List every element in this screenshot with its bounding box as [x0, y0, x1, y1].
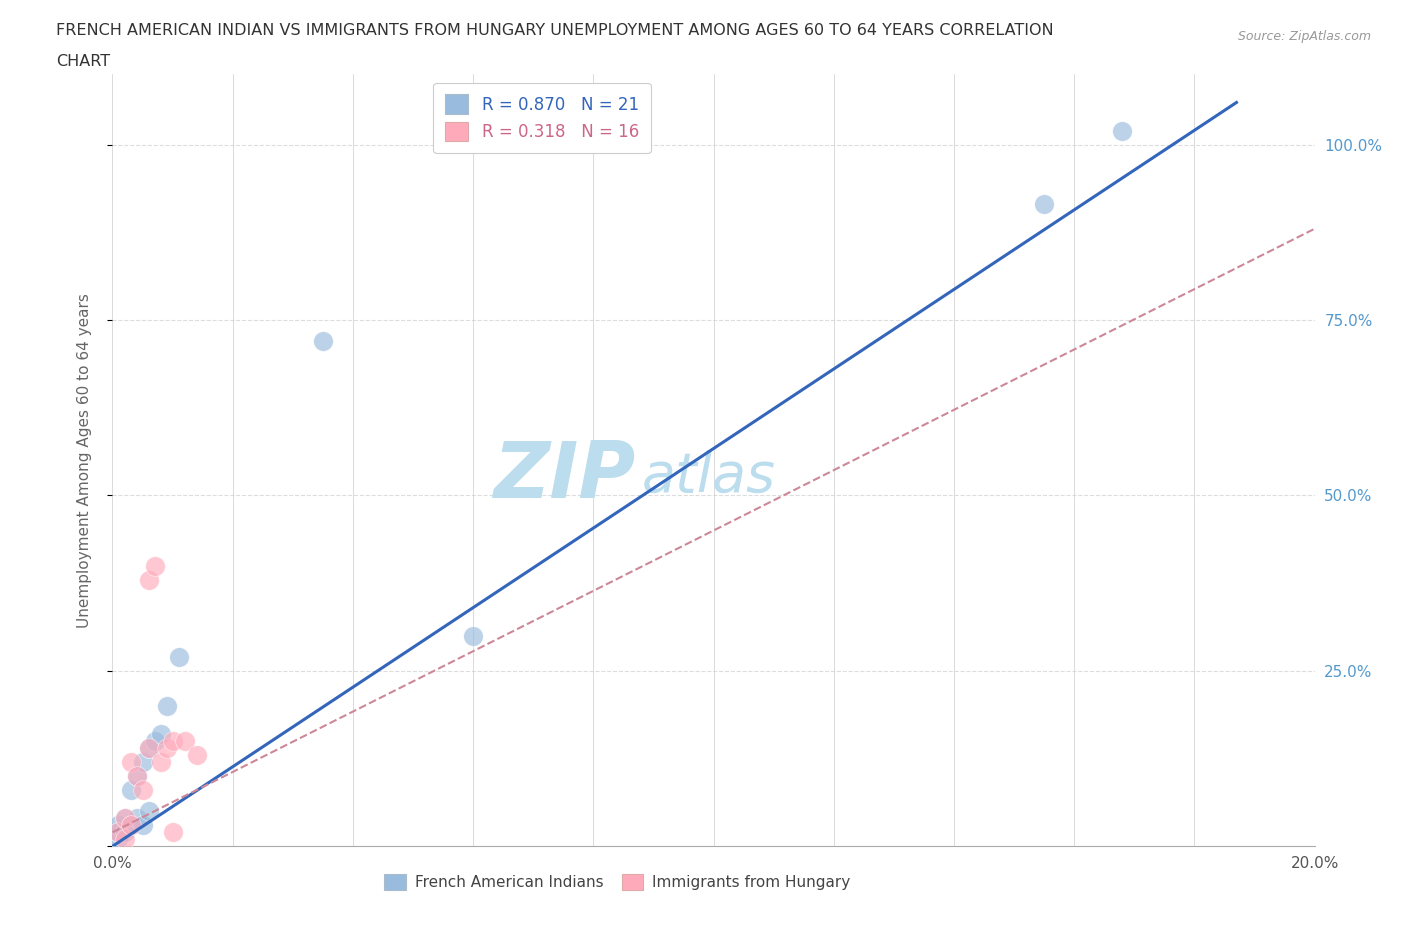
Point — [138, 740, 160, 755]
Point — [114, 831, 136, 846]
Point — [173, 734, 195, 749]
Point — [155, 698, 177, 713]
Point — [162, 825, 184, 840]
Point — [120, 817, 142, 832]
Point — [149, 726, 172, 741]
Point — [167, 649, 190, 664]
Point — [107, 817, 129, 832]
Point — [131, 817, 153, 832]
Point — [186, 748, 208, 763]
Point — [143, 558, 166, 573]
Point — [138, 572, 160, 587]
Point — [131, 783, 153, 798]
Point — [138, 740, 160, 755]
Point — [312, 334, 335, 349]
Point — [120, 817, 142, 832]
Point — [143, 734, 166, 749]
Point — [461, 629, 484, 644]
Point — [107, 825, 129, 840]
Point — [125, 769, 148, 784]
Point — [107, 831, 129, 846]
Point — [120, 754, 142, 769]
Point — [1111, 123, 1133, 138]
Text: Source: ZipAtlas.com: Source: ZipAtlas.com — [1237, 30, 1371, 43]
Point — [125, 769, 148, 784]
Point — [138, 804, 160, 818]
Text: FRENCH AMERICAN INDIAN VS IMMIGRANTS FROM HUNGARY UNEMPLOYMENT AMONG AGES 60 TO : FRENCH AMERICAN INDIAN VS IMMIGRANTS FRO… — [56, 23, 1054, 38]
Point — [125, 811, 148, 826]
Point — [149, 754, 172, 769]
Point — [114, 825, 136, 840]
Point — [162, 734, 184, 749]
Point — [155, 740, 177, 755]
Point — [120, 783, 142, 798]
Point — [1033, 197, 1056, 212]
Text: CHART: CHART — [56, 54, 110, 69]
Point — [107, 825, 129, 840]
Text: ZIP: ZIP — [494, 438, 636, 513]
Point — [114, 811, 136, 826]
Y-axis label: Unemployment Among Ages 60 to 64 years: Unemployment Among Ages 60 to 64 years — [77, 293, 91, 628]
Text: atlas: atlas — [641, 449, 776, 502]
Point — [131, 754, 153, 769]
Point — [114, 811, 136, 826]
Legend: French American Indians, Immigrants from Hungary: French American Indians, Immigrants from… — [378, 869, 856, 897]
